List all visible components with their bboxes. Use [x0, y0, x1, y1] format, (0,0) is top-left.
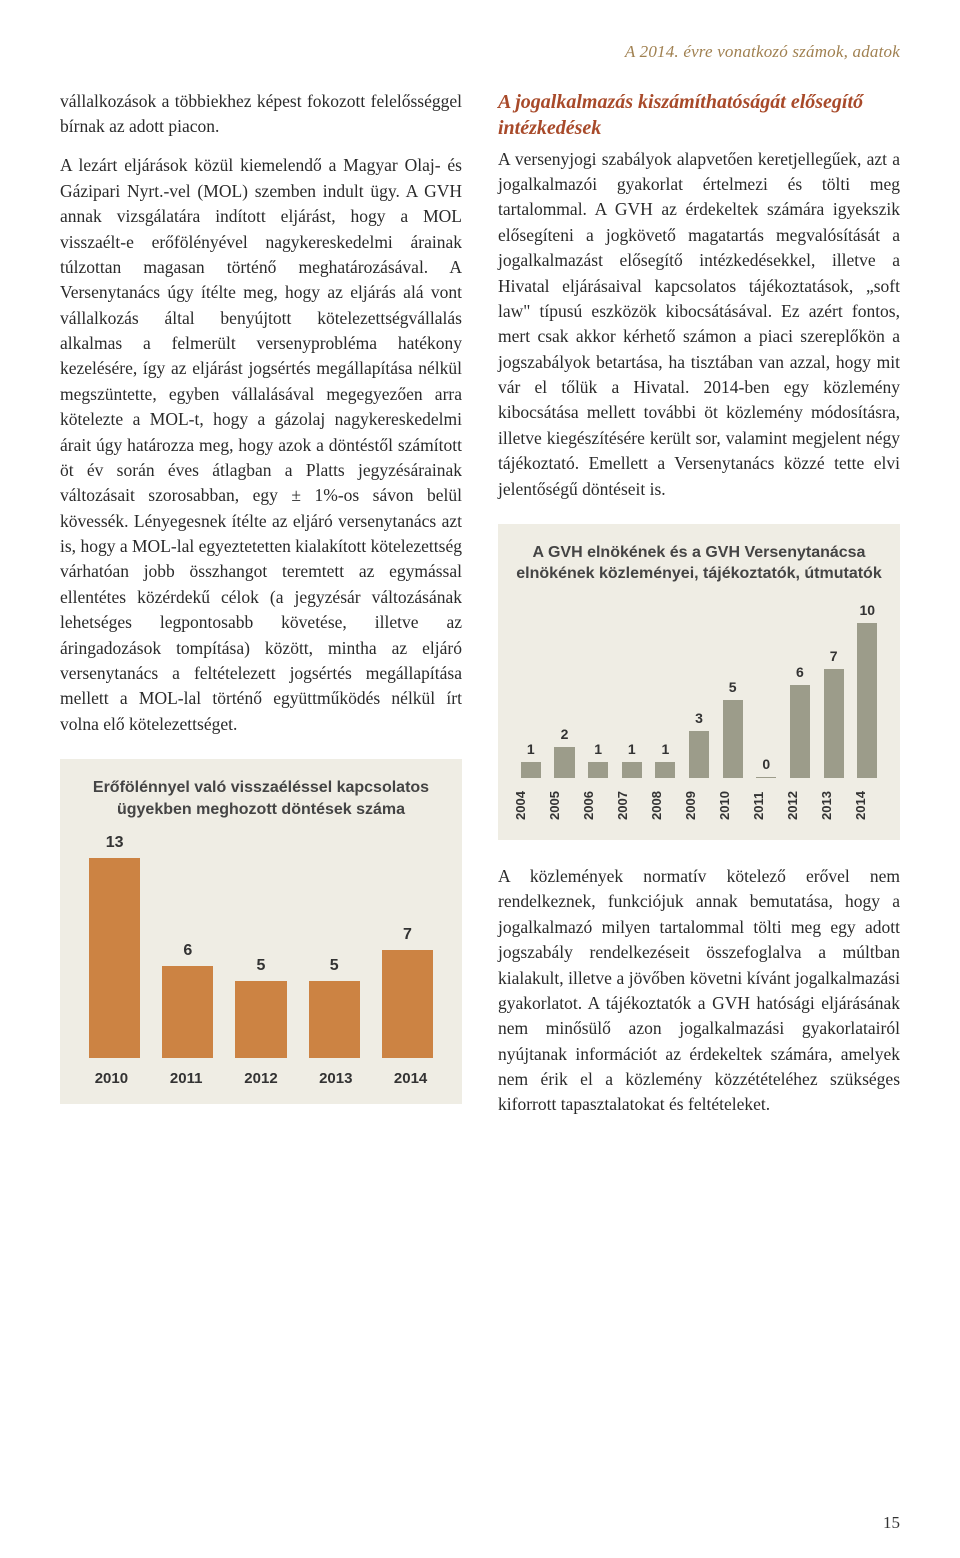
chart1-x-label: 2010 [74, 1068, 149, 1090]
left-para-1: vállalkozások a többiekhez képest fokozo… [60, 89, 462, 140]
chart2-bar-rect [824, 669, 844, 778]
chart1-bar-value: 5 [257, 954, 266, 977]
chart1-x-label: 2011 [149, 1068, 224, 1090]
chart2-x-label: 2006 [580, 786, 614, 826]
chart1-xlabels: 20102011201220132014 [74, 1068, 448, 1090]
chart2-bar-value: 1 [628, 739, 636, 759]
chart2-bar-value: 2 [561, 724, 569, 744]
chart2-xlabels: 2004200520062007200820092010201120122013… [512, 786, 886, 826]
chart2-bar-value: 1 [661, 739, 669, 759]
chart1-bar-col: 6 [151, 939, 224, 1058]
chart1-bar-rect [235, 981, 286, 1058]
chart1-bar-col: 13 [78, 831, 151, 1058]
chart2-bar-rect [790, 685, 810, 778]
chart2-x-label: 2008 [648, 786, 682, 826]
chart-communications: A GVH elnökének és a GVH Versenytanácsa … [498, 524, 900, 840]
chart2-bar-value: 6 [796, 662, 804, 682]
chart2-x-label: 2014 [852, 786, 886, 826]
chart1-bar-value: 6 [183, 939, 192, 962]
chart-abuse-of-dominance: Erőfölénnyel való visszaéléssel kapcsola… [60, 759, 462, 1104]
chart1-bar-col: 5 [298, 954, 371, 1058]
chart2-x-label: 2009 [682, 786, 716, 826]
chart2-bar-value: 5 [729, 677, 737, 697]
chart2-x-label: 2011 [750, 786, 784, 826]
chart1-bar-value: 13 [106, 831, 124, 854]
right-section-title: A jogalkalmazás kiszámíthatóságát előseg… [498, 89, 900, 141]
chart1-x-label: 2013 [298, 1068, 373, 1090]
chart2-bar-col: 1 [514, 739, 548, 778]
chart1-bar-rect [309, 981, 360, 1058]
chart1-bar-rect [382, 950, 433, 1058]
chart1-bars: 136557 [74, 838, 448, 1058]
chart2-bars: 1 2 1 1 1 3 5 0 6 7 10 [512, 603, 886, 778]
chart2-bar-col: 10 [850, 600, 884, 778]
chart2-bar-col: 1 [649, 739, 683, 778]
chart1-bar-col: 5 [224, 954, 297, 1058]
chart1-bar-value: 5 [330, 954, 339, 977]
chart2-bar-col: 7 [817, 646, 851, 778]
chart1-bar-value: 7 [403, 923, 412, 946]
chart1-title: Erőfölénnyel való visszaéléssel kapcsola… [74, 777, 448, 820]
chart2-bar-rect [689, 731, 709, 778]
right-para-2: A közlemények normatív kötelező erővel n… [498, 864, 900, 1118]
chart2-bar-value: 1 [594, 739, 602, 759]
chart2-bar-col: 5 [716, 677, 750, 778]
chart2-bar-rect [857, 623, 877, 778]
chart2-bar-rect [622, 762, 642, 778]
left-para-2: A lezárt eljárások közül kiemelendő a Ma… [60, 153, 462, 737]
chart1-bar-rect [89, 858, 140, 1058]
chart2-x-label: 2012 [784, 786, 818, 826]
right-column: A jogalkalmazás kiszámíthatóságát előseg… [498, 89, 900, 1118]
chart2-x-label: 2005 [546, 786, 580, 826]
chart2-bar-col: 1 [581, 739, 615, 778]
chart1-bar-rect [162, 966, 213, 1058]
chart2-bar-col: 3 [682, 708, 716, 778]
chart2-bar-value: 0 [762, 754, 770, 774]
chart2-bar-col: 1 [615, 739, 649, 778]
chart2-bar-value: 3 [695, 708, 703, 728]
chart2-bar-value: 7 [830, 646, 838, 666]
page-number: 15 [883, 1511, 900, 1536]
header-note: A 2014. évre vonatkozó számok, adatok [60, 40, 900, 65]
chart2-bar-rect [588, 762, 608, 778]
left-column: vállalkozások a többiekhez képest fokozo… [60, 89, 462, 1118]
chart1-x-label: 2014 [373, 1068, 448, 1090]
chart2-bar-col: 6 [783, 662, 817, 778]
chart2-bar-rect [521, 762, 541, 778]
chart1-x-label: 2012 [224, 1068, 299, 1090]
chart2-title: A GVH elnökének és a GVH Versenytanácsa … [512, 542, 886, 585]
chart2-bar-rect [554, 747, 574, 778]
two-column-layout: vállalkozások a többiekhez képest fokozo… [60, 89, 900, 1118]
chart1-bar-col: 7 [371, 923, 444, 1058]
chart2-x-label: 2010 [716, 786, 750, 826]
chart2-bar-rect [756, 777, 776, 778]
chart2-bar-value: 10 [859, 600, 875, 620]
chart2-bar-value: 1 [527, 739, 535, 759]
chart2-x-label: 2007 [614, 786, 648, 826]
chart2-bar-rect [655, 762, 675, 778]
chart2-bar-rect [723, 700, 743, 778]
chart2-bar-col: 2 [548, 724, 582, 778]
chart2-x-label: 2004 [512, 786, 546, 826]
chart2-bar-col: 0 [749, 754, 783, 778]
right-para-1: A versenyjogi szabályok alapvetően keret… [498, 147, 900, 502]
chart2-x-label: 2013 [818, 786, 852, 826]
